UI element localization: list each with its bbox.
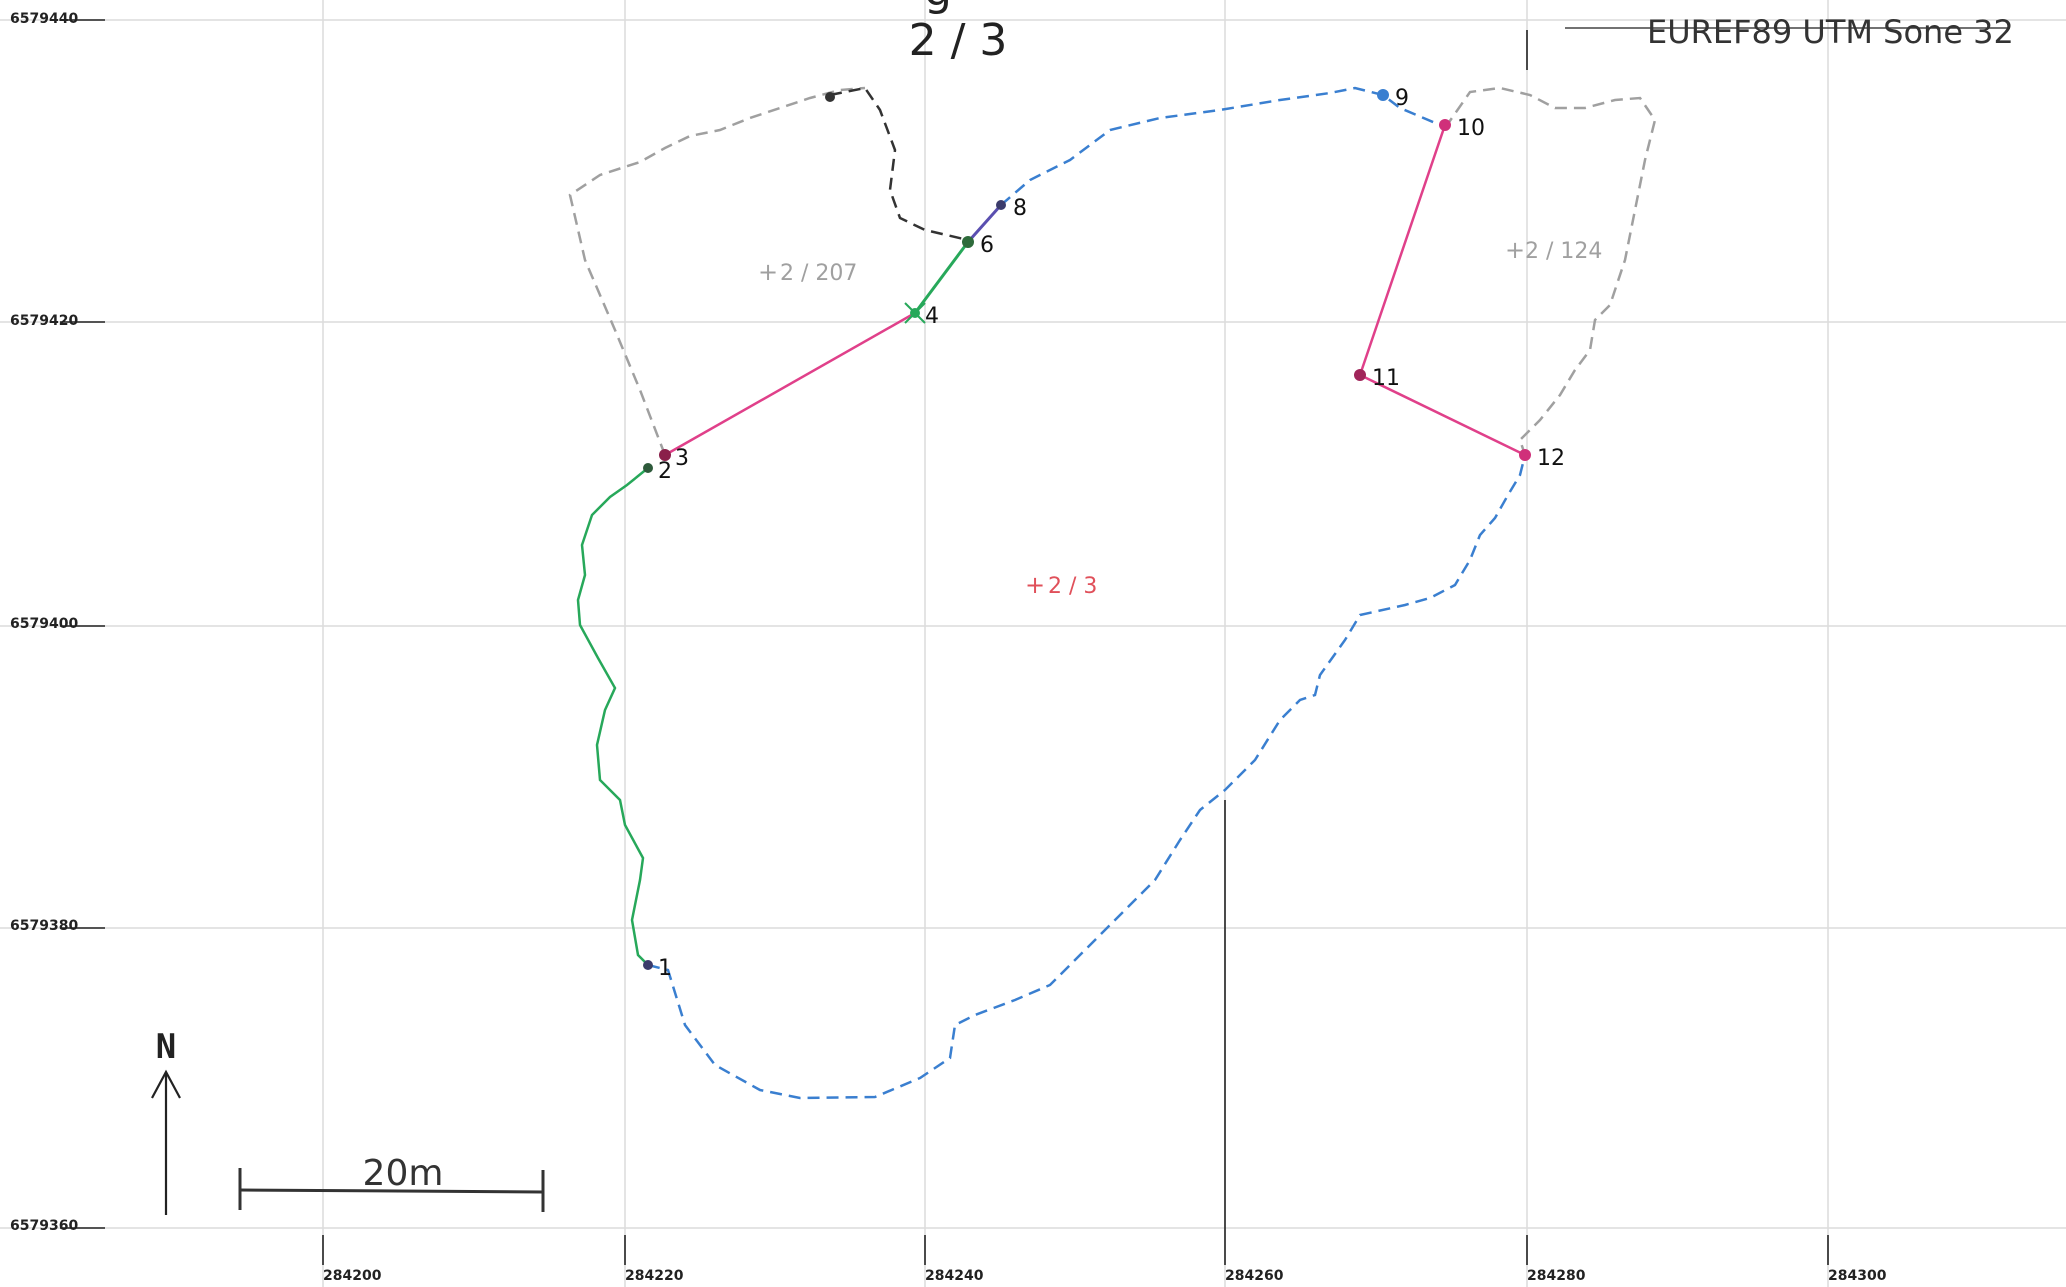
measured-boundary-north [913,241,970,314]
title-fragment: g [924,0,952,16]
y-tick-label: 6579380 [10,918,78,934]
constructed-lines [664,124,1526,457]
y-tick-label: 6579420 [10,313,78,329]
neighbor-point-marker[interactable] [825,92,835,102]
segment-6-8 [966,204,1003,243]
point-label-9: 9 [1395,86,1409,111]
parcel-id-main: 2 / 3 [1048,574,1097,599]
crs-label: EUREF89 UTM Sone 32 [1647,13,2014,51]
north-label: N [156,1027,176,1067]
point-label-1: 1 [658,956,672,981]
point-6-marker[interactable] [962,236,974,248]
y-tick-label: 6579440 [10,11,78,27]
scale-label: 20m [363,1153,444,1194]
north-arrow-icon [151,1069,181,1215]
point-9-marker[interactable] [1377,89,1389,101]
x-tick-label: 284220 [625,1268,684,1284]
parcel-label-west: + 2 / 207 [758,258,857,286]
point-label-10: 10 [1457,116,1485,141]
survey-boundary [647,454,1527,1100]
neighbor-boundary-dark [829,86,969,242]
y-tick-label: 6579400 [10,616,78,632]
point-label-12: 12 [1537,446,1565,471]
plus-icon: + [1025,571,1045,599]
parcel-label-east: + 2 / 124 [1505,236,1602,264]
parcel-id-east: 2 / 124 [1525,239,1602,264]
point-label-6: 6 [980,233,994,258]
point-8-marker[interactable] [996,200,1006,210]
parcel-label-main: + 2 / 3 [1025,571,1097,599]
point-label-4: 4 [925,304,939,329]
point-1-marker[interactable] [643,960,653,970]
point-label-8: 8 [1013,196,1027,221]
y-tick-label: 6579360 [10,1218,78,1234]
survey-boundary-north [1000,86,1441,206]
point-label-2: 2 [658,459,672,484]
point-labels: 1 2 3 4 6 8 9 10 11 12 [658,86,1565,981]
point-label-11: 11 [1372,366,1400,391]
line-3-4 [664,311,916,457]
point-10-marker[interactable] [1439,119,1451,131]
point-12-marker[interactable] [1519,449,1531,461]
x-tick-label: 284280 [1527,1268,1586,1284]
point-label-3: 3 [675,446,689,471]
x-tick-label: 284300 [1828,1268,1887,1284]
neighbor-boundary-west [568,86,866,456]
line-11-12 [1359,373,1526,457]
measured-boundary-west [576,467,649,966]
line-10-11 [1358,124,1447,376]
point-11-marker[interactable] [1354,369,1366,381]
point-2-marker[interactable] [643,463,653,473]
y-axis-labels: 6579440 6579420 6579400 6579380 6579360 [10,11,78,1234]
scale-bar [238,1168,545,1212]
plus-icon: + [1505,236,1525,264]
point-4-cross-icon [904,302,926,324]
neighbor-boundary-east [1443,86,1657,456]
x-axis-labels: 284200 284220 284240 284260 284280 28430… [323,1268,1887,1284]
x-tick-label: 284200 [323,1268,382,1284]
x-tick-label: 284240 [925,1268,984,1284]
map-title: 2 / 3 [909,15,1008,66]
point-markers [643,89,1531,970]
x-tick-label: 284260 [1225,1268,1284,1284]
point-3-marker[interactable] [659,449,671,461]
grid-ticks [60,19,1829,1265]
parcel-id-west: 2 / 207 [780,261,857,286]
plus-icon: + [758,258,778,286]
